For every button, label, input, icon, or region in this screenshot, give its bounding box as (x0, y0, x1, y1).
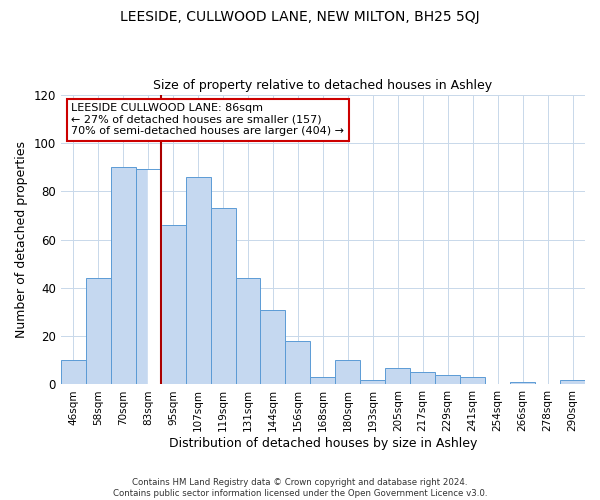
Bar (86, 278, 111, 384)
Bar (136, 170, 161, 384)
Y-axis label: Number of detached properties: Number of detached properties (15, 141, 28, 338)
Bar (361, 380, 385, 384)
Bar (385, 368, 410, 384)
Title: Size of property relative to detached houses in Ashley: Size of property relative to detached ho… (154, 79, 493, 92)
X-axis label: Distribution of detached houses by size in Ashley: Distribution of detached houses by size … (169, 437, 477, 450)
Bar (510, 382, 535, 384)
Bar (148, 170, 161, 384)
Bar (460, 377, 485, 384)
Bar (185, 176, 211, 384)
Bar (161, 225, 185, 384)
Bar (310, 377, 335, 384)
Text: LEESIDE, CULLWOOD LANE, NEW MILTON, BH25 5QJ: LEESIDE, CULLWOOD LANE, NEW MILTON, BH25… (120, 10, 480, 24)
Bar (111, 167, 136, 384)
Text: Contains HM Land Registry data © Crown copyright and database right 2024.
Contai: Contains HM Land Registry data © Crown c… (113, 478, 487, 498)
Bar (410, 372, 435, 384)
Bar (560, 380, 585, 384)
Bar (136, 170, 161, 384)
Bar (335, 360, 361, 384)
Bar (435, 375, 460, 384)
Bar (211, 208, 236, 384)
Bar (260, 310, 286, 384)
Bar (61, 360, 86, 384)
Bar (286, 341, 310, 384)
Bar (236, 278, 260, 384)
Text: LEESIDE CULLWOOD LANE: 86sqm
← 27% of detached houses are smaller (157)
70% of s: LEESIDE CULLWOOD LANE: 86sqm ← 27% of de… (71, 104, 344, 136)
